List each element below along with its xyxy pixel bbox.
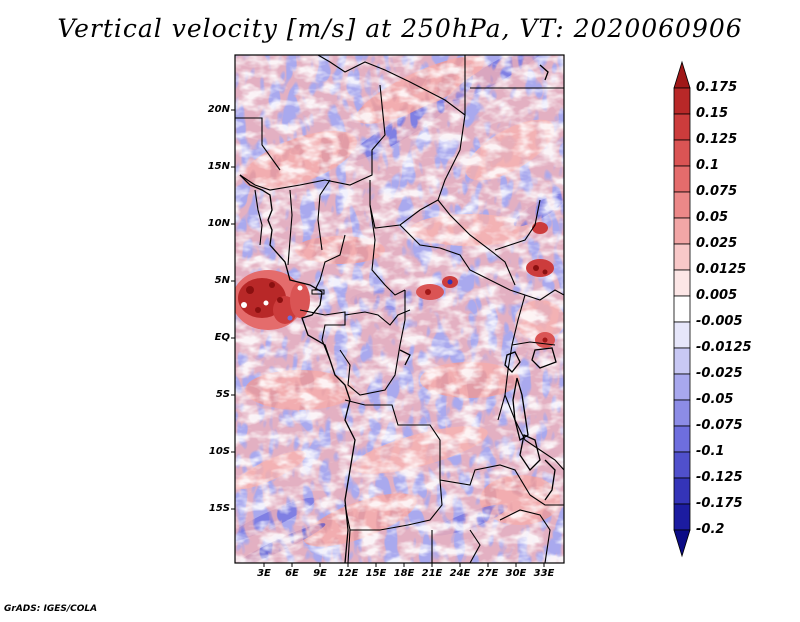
colorbar-bin bbox=[673, 217, 691, 245]
country-borders bbox=[235, 55, 564, 563]
colorbar-tick-label: 0.15 bbox=[696, 106, 729, 121]
colorbar-tick-label: 0.075 bbox=[696, 184, 738, 199]
lon-label-12e: 12E bbox=[337, 568, 359, 579]
lon-label-15e: 15E bbox=[365, 568, 387, 579]
colorbar-tick-label: 0.175 bbox=[696, 80, 738, 95]
colorbar-tick-label: 0.005 bbox=[696, 288, 738, 303]
colorbar-tick-label: -0.125 bbox=[696, 470, 743, 485]
colorbar-bin bbox=[673, 529, 691, 558]
lat-label-15s: 15S bbox=[208, 503, 230, 514]
velocity-field bbox=[235, 55, 564, 563]
coastlines bbox=[239, 64, 557, 563]
lon-ticks bbox=[263, 563, 545, 567]
colorbar-bin bbox=[673, 269, 691, 297]
colorbar-bin bbox=[673, 113, 691, 141]
colorbar-tick-label: 0.05 bbox=[696, 210, 729, 225]
map-title: Vertical velocity [m/s] at 250hPa, VT: 2… bbox=[57, 14, 743, 43]
colorbar-tick-label: 0.125 bbox=[696, 132, 738, 147]
colorbar bbox=[673, 60, 691, 558]
lat-label-20n: 20N bbox=[207, 104, 230, 115]
lat-ticks bbox=[231, 109, 235, 510]
colorbar-bin bbox=[673, 321, 691, 349]
colorbar-bin bbox=[673, 165, 691, 193]
colorbar-tick-label: -0.005 bbox=[696, 314, 743, 329]
lon-label-24e: 24E bbox=[449, 568, 471, 579]
map-frame bbox=[234, 54, 565, 564]
colorbar-tick-label: -0.2 bbox=[696, 522, 725, 537]
lat-label-5s: 5S bbox=[215, 389, 230, 400]
lat-label-eq: EQ bbox=[214, 332, 230, 343]
lat-label-10n: 10N bbox=[207, 218, 230, 229]
colorbar-bin bbox=[673, 243, 691, 271]
colorbar-bin bbox=[673, 477, 691, 505]
lat-label-10s: 10S bbox=[208, 446, 230, 457]
colorbar-bin bbox=[673, 191, 691, 219]
colorbar-bin bbox=[673, 347, 691, 375]
lon-label-27e: 27E bbox=[477, 568, 499, 579]
colorbar-bin bbox=[673, 295, 691, 323]
colorbar-tick-label: 0.025 bbox=[696, 236, 738, 251]
lat-label-15n: 15N bbox=[207, 161, 230, 172]
colorbar-bin bbox=[673, 451, 691, 479]
colorbar-tick-label: -0.025 bbox=[696, 366, 743, 381]
colorbar-tick-label: -0.175 bbox=[696, 496, 743, 511]
colorbar-bin bbox=[673, 87, 691, 115]
colorbar-bin bbox=[673, 373, 691, 401]
colorbar-bin bbox=[673, 425, 691, 453]
colorbar-tick-label: -0.075 bbox=[696, 418, 743, 433]
colorbar-bin bbox=[673, 60, 691, 89]
lon-label-6e: 6E bbox=[285, 568, 299, 579]
colorbar-bin bbox=[673, 503, 691, 531]
lon-label-33e: 33E bbox=[533, 568, 555, 579]
lon-label-30e: 30E bbox=[505, 568, 527, 579]
colorbar-tick-label: -0.0125 bbox=[696, 340, 752, 355]
colorbar-tick-label: 0.1 bbox=[696, 158, 720, 173]
colorbar-tick-label: 0.0125 bbox=[696, 262, 747, 277]
colorbar-bin bbox=[673, 139, 691, 167]
colorbar-tick-label: -0.1 bbox=[696, 444, 725, 459]
lon-label-18e: 18E bbox=[393, 568, 415, 579]
colorbar-bin bbox=[673, 399, 691, 427]
lon-label-9e: 9E bbox=[313, 568, 327, 579]
lon-label-3e: 3E bbox=[257, 568, 271, 579]
colorbar-tick-label: -0.05 bbox=[696, 392, 734, 407]
lon-label-21e: 21E bbox=[421, 568, 443, 579]
lat-label-5n: 5N bbox=[214, 275, 230, 286]
grads-credit: GrADS: IGES/COLA bbox=[4, 604, 98, 614]
